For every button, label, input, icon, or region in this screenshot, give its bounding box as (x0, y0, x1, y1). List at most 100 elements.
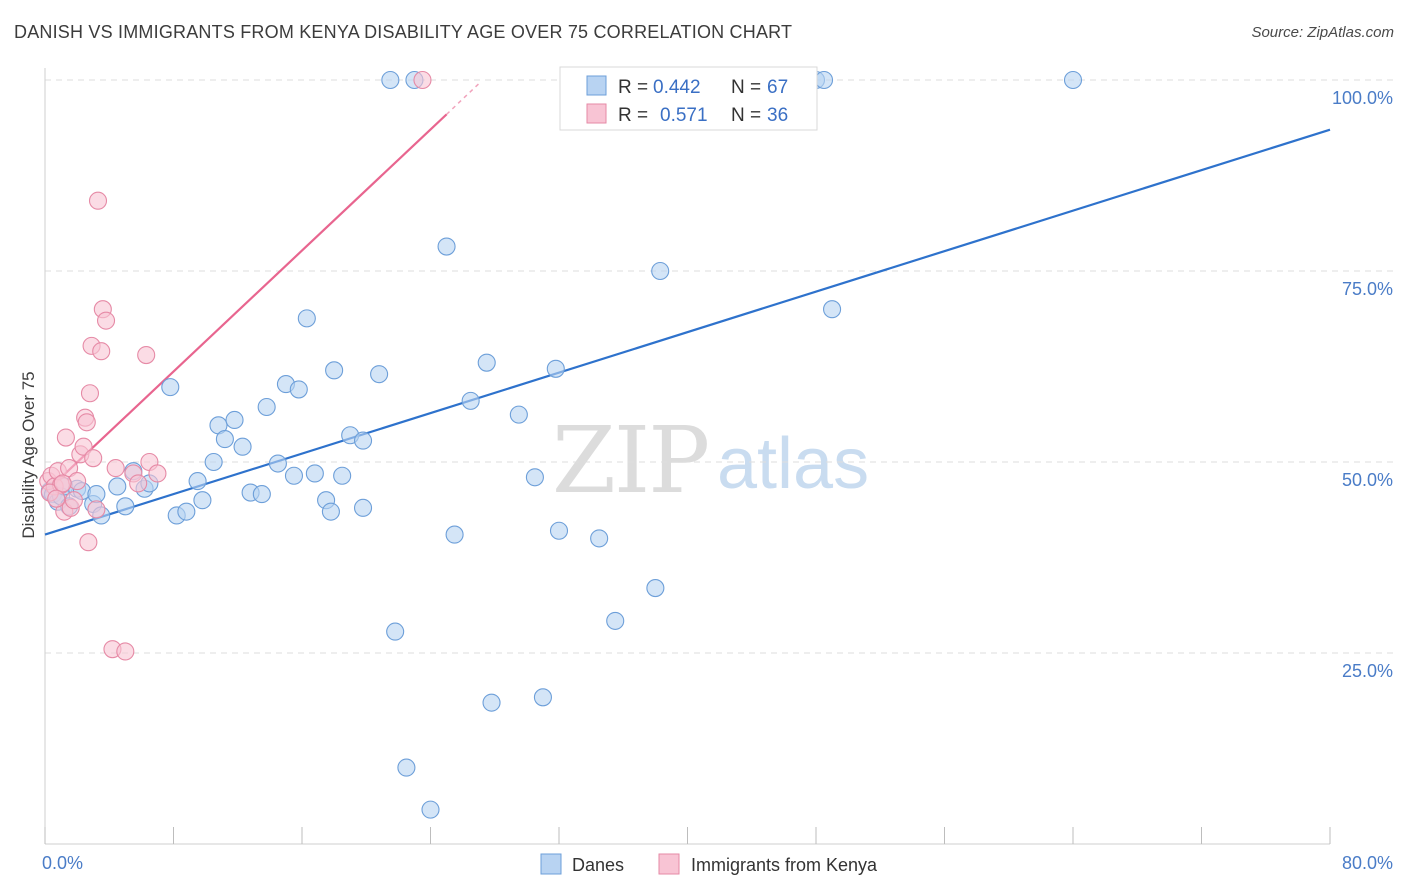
y-tick-label: 75.0% (1342, 279, 1393, 299)
watermark-zip: ZIP (552, 407, 708, 514)
danes-point (108, 477, 127, 496)
kenya-point (87, 500, 106, 519)
danes-point (353, 431, 373, 450)
danes-point (252, 485, 271, 504)
legend-n-value-kenya: 36 (767, 105, 788, 126)
bottom-legend-label-danes: Danes (572, 855, 624, 875)
legend-swatch-danes (586, 75, 607, 96)
danes-point (204, 452, 223, 472)
danes-point (482, 693, 501, 712)
y-tick-labels: 25.0% 50.0% 75.0% 100.0% (1332, 88, 1393, 681)
danes-point (161, 378, 180, 397)
data-points (39, 70, 1083, 819)
danes-point (215, 430, 234, 449)
danes-point (321, 502, 340, 521)
kenya-point (79, 533, 98, 552)
y-tick-label: 100.0% (1332, 88, 1393, 108)
chart-source: Source: ZipAtlas.com (1251, 24, 1394, 41)
x-tick-label-max: 80.0% (1342, 853, 1393, 873)
danes-point (268, 454, 287, 473)
legend-r-label-danes: R = (618, 77, 648, 98)
kenya-point (96, 311, 116, 330)
legend-swatch-kenya (586, 103, 607, 124)
kenya-point (77, 413, 96, 432)
danes-point (193, 491, 212, 510)
kenya-point (148, 464, 167, 483)
danes-point (823, 300, 842, 319)
legend-r-label-kenya: R = (618, 105, 648, 126)
danes-point (461, 391, 480, 410)
danes-point (397, 758, 416, 777)
legend-n-label-danes: N = (731, 77, 761, 98)
bottom-legend-label-kenya: Immigrants from Kenya (691, 855, 878, 875)
danes-point (353, 498, 373, 517)
danes-point (233, 437, 252, 456)
kenya-point (106, 459, 125, 478)
danes-point (814, 70, 834, 90)
danes-point (284, 466, 304, 485)
kenya-point (64, 491, 83, 510)
danes-point (606, 611, 625, 630)
danes-point (1063, 70, 1083, 90)
danes-point (333, 466, 352, 485)
watermark-atlas: atlas (717, 424, 869, 504)
danes-point (325, 361, 344, 380)
legend-n-label-kenya: N = (731, 105, 761, 126)
kenya-point (47, 489, 66, 508)
danes-point (533, 688, 552, 707)
danes-point (289, 380, 308, 399)
danes-point (381, 70, 400, 90)
legend-r-value-danes: 0.442 (653, 77, 701, 98)
bottom-legend-swatch-kenya (658, 853, 680, 875)
danes-point (421, 800, 440, 819)
gridlines (45, 79, 1393, 654)
danes-point (549, 521, 569, 540)
danes-point (477, 353, 496, 372)
danes-point (509, 405, 528, 424)
danes-regression-line (44, 128, 1331, 536)
danes-point (646, 579, 665, 598)
kenya-point (116, 642, 135, 661)
kenya-point (53, 474, 72, 493)
bottom-legend-swatch-danes (540, 853, 562, 875)
danes-point (651, 261, 670, 281)
watermark: ZIP atlas (552, 407, 869, 514)
kenya-point (92, 342, 111, 361)
danes-point (437, 237, 456, 256)
danes-point (445, 525, 464, 544)
axes (44, 68, 1331, 845)
y-tick-label: 25.0% (1342, 661, 1393, 681)
danes-point (177, 502, 196, 521)
danes-point (188, 472, 207, 491)
danes-point (297, 309, 316, 328)
kenya-regression-line (44, 113, 448, 494)
chart-title: DANISH VS IMMIGRANTS FROM KENYA DISABILI… (14, 22, 793, 42)
kenya-point (137, 345, 156, 365)
danes-point (546, 359, 565, 378)
legend: R = 0.442 N = 67 R = 0.571 N = 36 (559, 66, 818, 131)
danes-point (525, 468, 544, 487)
kenya-point (413, 70, 432, 90)
bottom-legend: Danes Immigrants from Kenya (540, 853, 878, 875)
legend-n-value-danes: 67 (767, 77, 788, 98)
danes-point (225, 410, 244, 430)
kenya-point (60, 459, 79, 478)
danes-point (305, 464, 324, 483)
regression-lines (44, 83, 1331, 536)
danes-point (87, 485, 106, 504)
kenya-point (129, 474, 148, 493)
kenya-point (84, 449, 103, 468)
danes-point (370, 365, 389, 384)
danes-point (386, 622, 405, 641)
legend-r-value-kenya: 0.571 (660, 105, 708, 126)
kenya-point (80, 384, 100, 403)
y-axis-title: Disability Age Over 75 (19, 371, 38, 538)
kenya-regression-extension (446, 83, 480, 115)
y-tick-label: 50.0% (1342, 470, 1393, 490)
danes-point (257, 397, 276, 417)
x-tick-label-min: 0.0% (42, 853, 83, 873)
danes-point (116, 497, 135, 516)
kenya-point (88, 191, 108, 210)
